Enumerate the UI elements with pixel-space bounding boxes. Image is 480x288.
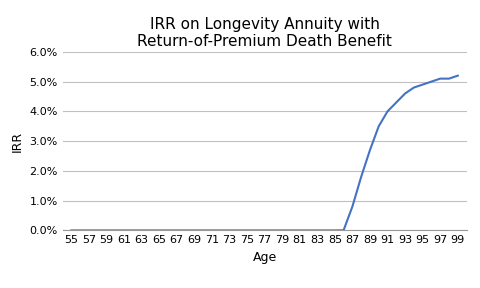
Y-axis label: IRR: IRR: [11, 130, 24, 152]
Title: IRR on Longevity Annuity with
Return-of-Premium Death Benefit: IRR on Longevity Annuity with Return-of-…: [137, 17, 391, 49]
X-axis label: Age: Age: [252, 251, 276, 264]
